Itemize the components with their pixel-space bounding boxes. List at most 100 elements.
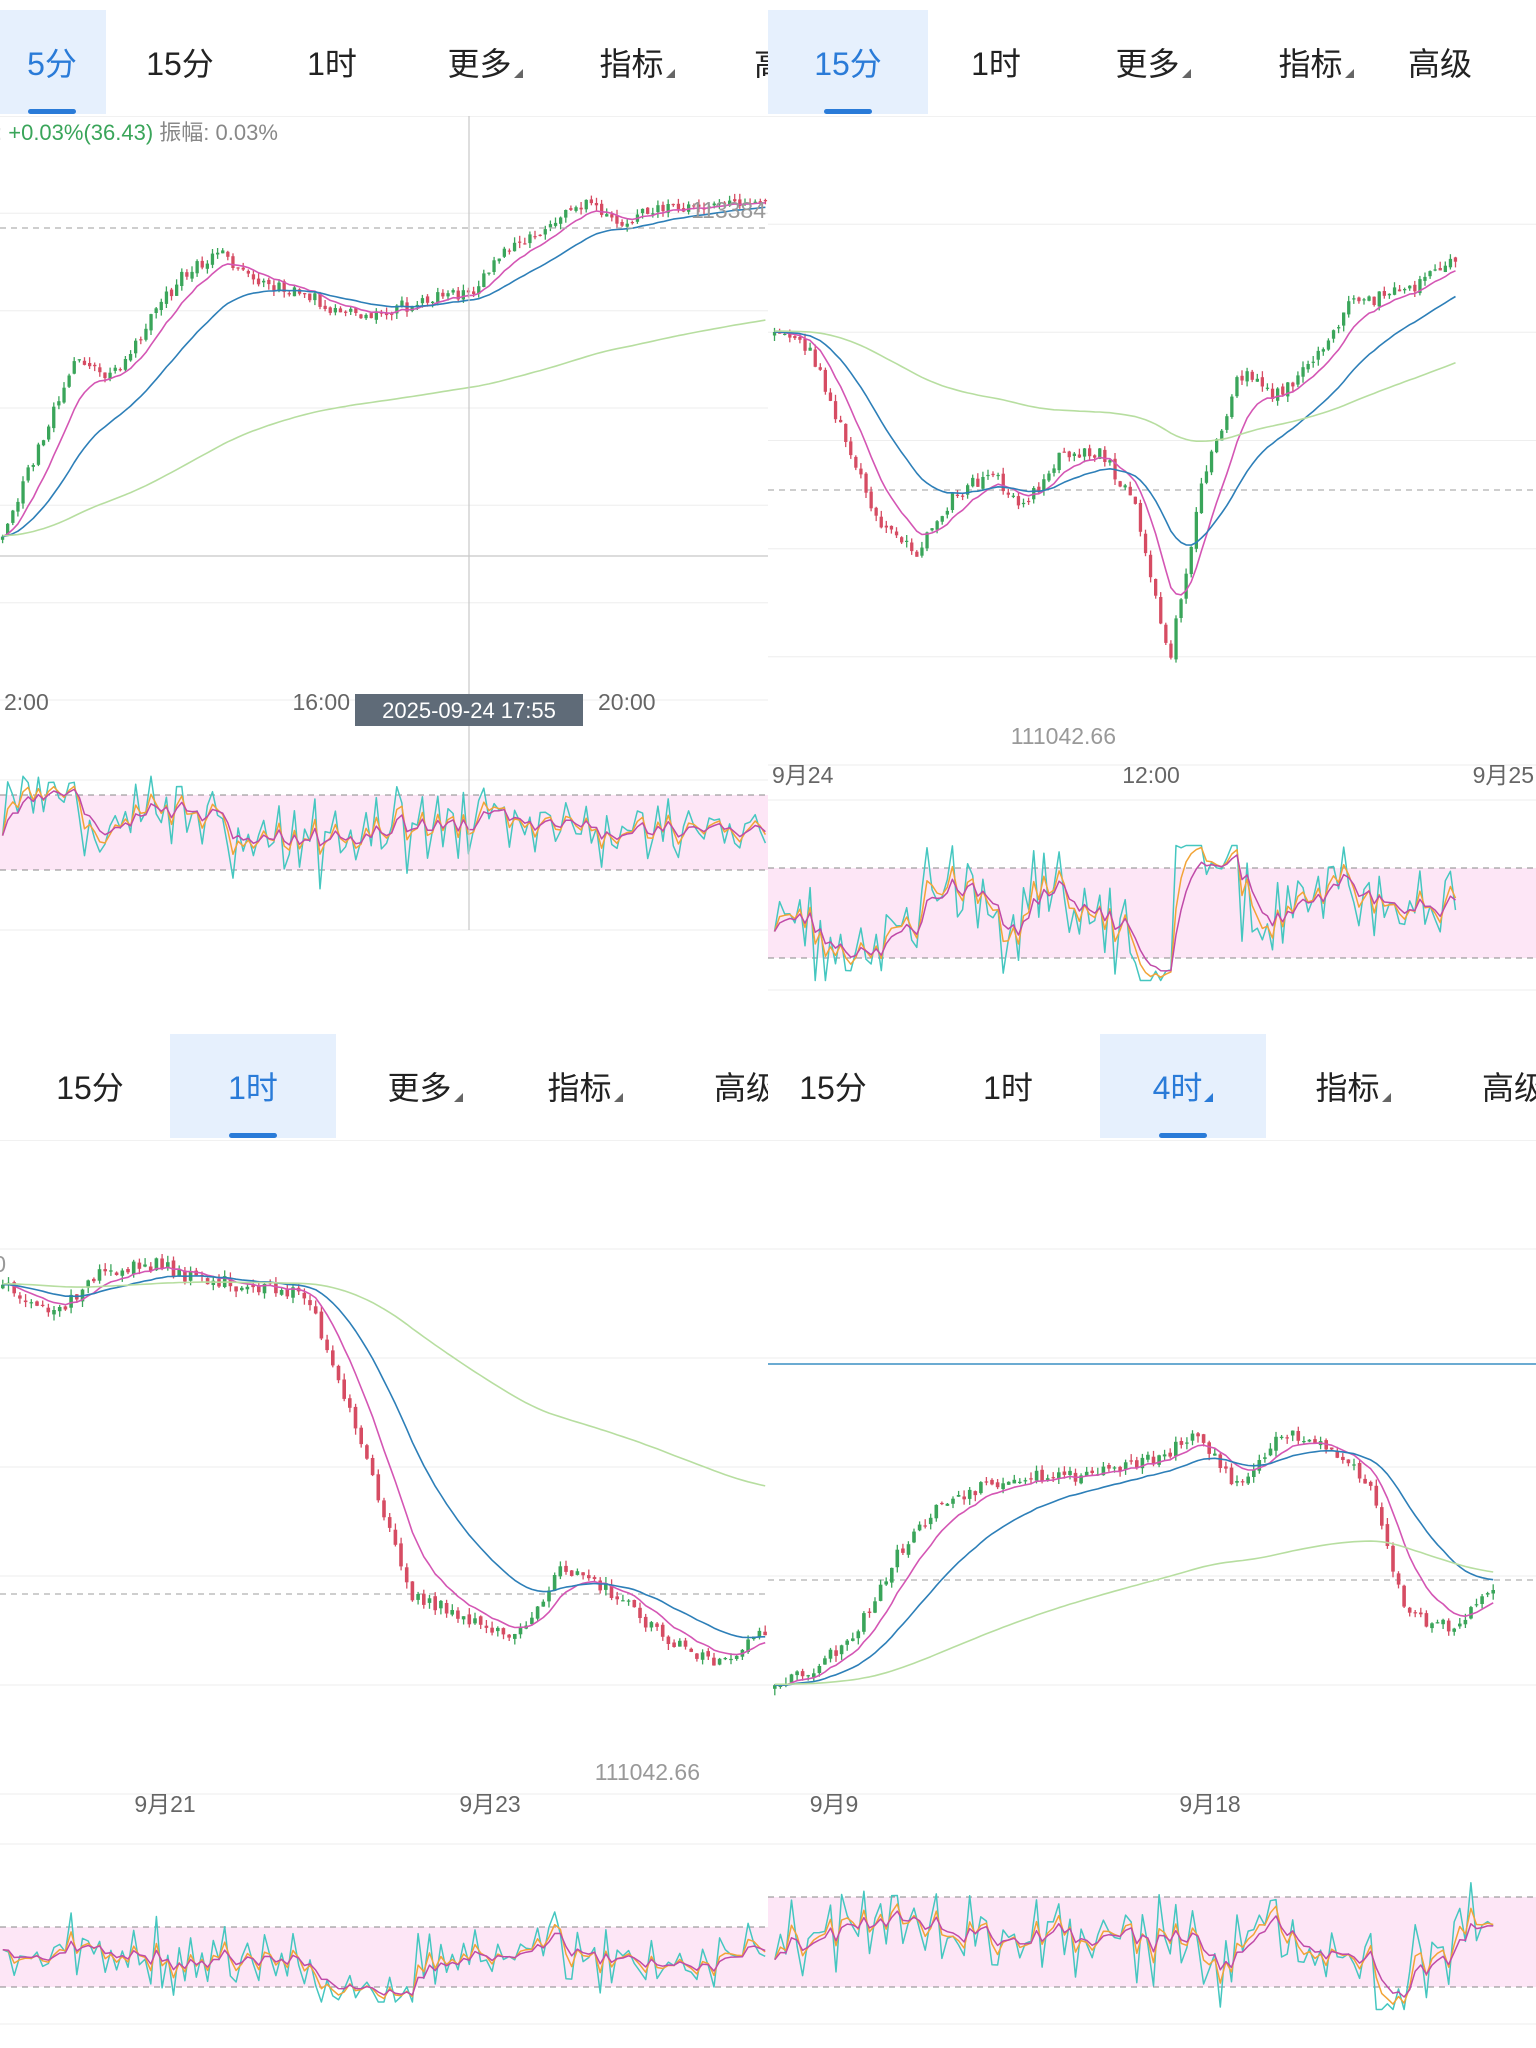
- tab-15min[interactable]: 15分: [30, 1034, 150, 1138]
- candle: [103, 1269, 107, 1272]
- candle: [660, 1624, 665, 1637]
- candle: [41, 440, 46, 446]
- candle: [569, 208, 573, 210]
- caret-down-icon: [1381, 1092, 1391, 1102]
- candle: [1051, 1477, 1056, 1479]
- candle: [241, 267, 245, 270]
- candle: [1441, 1619, 1445, 1625]
- tab-advanced[interactable]: 高: [740, 10, 768, 114]
- candle: [1072, 453, 1076, 456]
- candle: [1204, 471, 1209, 483]
- tab-indicators[interactable]: 指标: [530, 1034, 640, 1138]
- tab-4h[interactable]: 4时: [1100, 1034, 1266, 1138]
- tab-5min[interactable]: 5分: [0, 10, 106, 114]
- candle: [592, 1577, 597, 1579]
- candle: [600, 203, 604, 215]
- tab-1h[interactable]: 1时: [948, 1034, 1068, 1138]
- candle: [1385, 1524, 1390, 1546]
- candle: [1235, 377, 1239, 397]
- candle: [1042, 479, 1046, 491]
- candle: [956, 1495, 961, 1497]
- candle: [646, 207, 650, 214]
- candle: [656, 205, 660, 213]
- candle: [251, 1284, 255, 1288]
- tab-advanced[interactable]: 高级: [714, 1034, 768, 1138]
- chart-svg[interactable]: 113384 2:00 16:00 20:00: +0.03%(36.43) 振幅: …: [0, 0, 768, 1010]
- tab-more[interactable]: 更多: [1088, 10, 1218, 114]
- tab-1h[interactable]: 1时: [170, 1034, 336, 1138]
- candle: [441, 292, 445, 297]
- candle: [1446, 1620, 1451, 1632]
- candle: [910, 542, 914, 552]
- candle: [410, 1581, 415, 1601]
- candle: [973, 1491, 978, 1496]
- chart-svg[interactable]: 111042.66 9月24 12:00 9月25: [768, 0, 1536, 1010]
- caret-down-icon: [665, 68, 675, 78]
- candle: [1012, 1479, 1017, 1484]
- candle: [996, 474, 1000, 477]
- candle: [1263, 1457, 1267, 1459]
- tab-more[interactable]: 更多: [360, 1034, 490, 1138]
- candle: [1285, 1437, 1289, 1439]
- candle: [47, 426, 51, 440]
- candle: [422, 1593, 426, 1605]
- candle: [1103, 449, 1107, 462]
- candle: [376, 1474, 381, 1501]
- chart-svg[interactable]: 9月9 9月18: [768, 1024, 1536, 2048]
- candle: [538, 234, 542, 236]
- candle: [67, 375, 71, 387]
- candle: [364, 314, 368, 319]
- candle: [512, 242, 517, 252]
- candle: [895, 1549, 900, 1568]
- candle: [1352, 1464, 1356, 1466]
- tab-label: 指标: [547, 1070, 612, 1106]
- tab-advanced[interactable]: 高级: [1408, 10, 1536, 114]
- tab-15min[interactable]: 15分: [768, 1034, 898, 1138]
- candle: [981, 477, 985, 489]
- candle: [632, 1600, 637, 1608]
- candle: [234, 1286, 238, 1292]
- tab-15min[interactable]: 15分: [130, 10, 230, 114]
- candle: [598, 1580, 602, 1591]
- candle: [746, 1639, 750, 1652]
- tab-indicators[interactable]: 指标: [1298, 1034, 1408, 1138]
- candle: [496, 1627, 500, 1632]
- candle: [82, 360, 87, 365]
- tab-indicators[interactable]: 指标: [1256, 10, 1376, 114]
- candle: [1347, 301, 1351, 315]
- tab-label: 1时: [983, 1070, 1033, 1106]
- tab-advanced[interactable]: 高级: [1482, 1034, 1536, 1138]
- candle: [0, 536, 5, 540]
- candle: [1357, 297, 1361, 302]
- chart-svg[interactable]: 0 111042.66 9月21 9月23: [0, 1024, 768, 2048]
- candle: [415, 304, 419, 307]
- candle: [575, 1571, 580, 1575]
- candle: [431, 301, 435, 303]
- candle: [1016, 496, 1021, 506]
- candle: [257, 1286, 261, 1293]
- caret-down-icon: [1181, 68, 1191, 78]
- candle: [976, 478, 980, 487]
- candle: [245, 1286, 250, 1290]
- candle: [991, 473, 995, 476]
- tab-more[interactable]: 更多: [430, 10, 540, 114]
- candle: [1129, 1460, 1133, 1462]
- tab-1h[interactable]: 1时: [936, 10, 1056, 114]
- tab-15min[interactable]: 15分: [768, 10, 928, 114]
- candle: [1062, 1471, 1067, 1475]
- candle: [1296, 375, 1300, 385]
- candle: [579, 207, 583, 210]
- tab-label: 1时: [228, 1070, 278, 1106]
- candle: [697, 204, 701, 207]
- candle: [1362, 299, 1366, 301]
- tab-label: 15分: [799, 1070, 867, 1106]
- candle: [828, 1649, 833, 1659]
- tab-indicators[interactable]: 指标: [582, 10, 692, 114]
- amplitude-label: 振幅:: [153, 120, 209, 145]
- candle: [12, 1282, 16, 1294]
- candle: [928, 1517, 933, 1525]
- candle: [120, 1270, 125, 1276]
- tab-1h[interactable]: 1时: [282, 10, 382, 114]
- candle: [753, 201, 757, 203]
- candle: [1274, 1436, 1278, 1451]
